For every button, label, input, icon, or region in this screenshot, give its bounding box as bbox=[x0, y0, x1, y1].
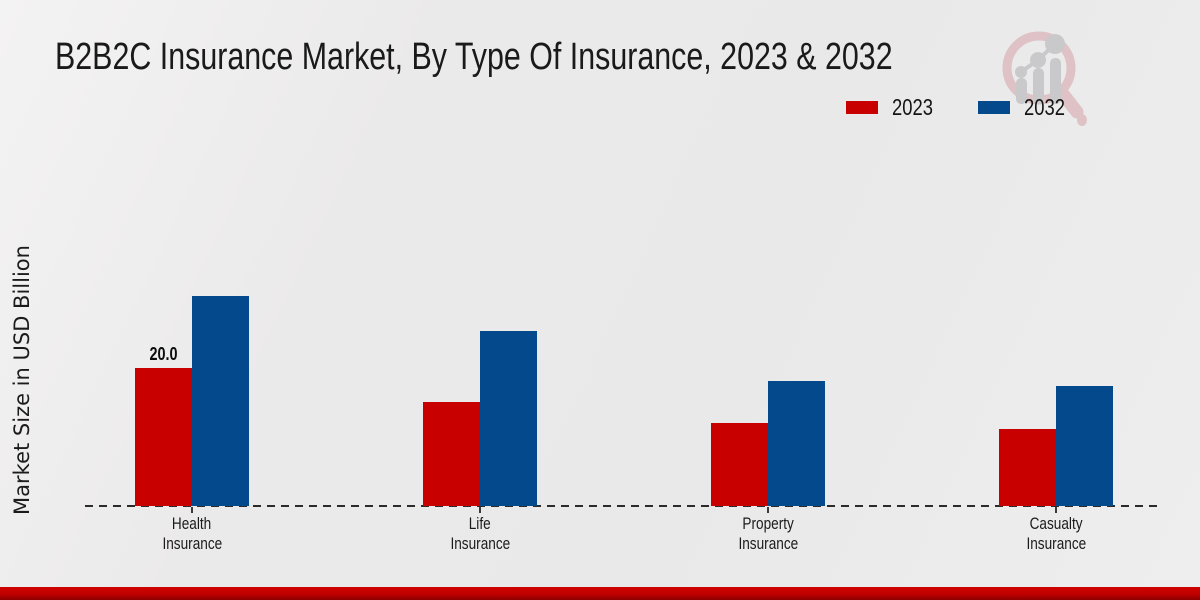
legend: 2023 2032 bbox=[845, 94, 1075, 121]
bar-2032-casualty-insurance bbox=[1056, 386, 1113, 506]
x-tick-health-insurance bbox=[191, 507, 193, 513]
legend-swatch-2032-icon bbox=[977, 100, 1012, 115]
x-tick-property-insurance bbox=[767, 507, 769, 513]
legend-label-2032: 2032 bbox=[1024, 94, 1066, 120]
magnifier-handle bbox=[1056, 87, 1084, 119]
legend-swatch-2023-icon bbox=[845, 100, 879, 115]
logo-bar-3 bbox=[1050, 58, 1061, 104]
logo-dot-2 bbox=[1030, 52, 1046, 68]
magnifier-growth-chart-logo-icon bbox=[1002, 31, 1087, 126]
logo-bar-2 bbox=[1033, 68, 1044, 104]
legend-item-2023: 2023 bbox=[845, 94, 943, 121]
legend-label-2023: 2023 bbox=[892, 94, 933, 120]
x-tick-casualty-insurance bbox=[1055, 507, 1057, 513]
logo-bar-1 bbox=[1016, 78, 1027, 104]
category-label-life-insurance: Life Insurance bbox=[450, 514, 510, 553]
chart-title-text: B2B2C Insurance Market, By Type Of Insur… bbox=[55, 36, 893, 78]
legend-item-2032: 2032 bbox=[977, 94, 1075, 121]
bar-2023-casualty-insurance bbox=[999, 429, 1056, 506]
magnifier-handle-tip bbox=[1077, 114, 1087, 126]
category-label-health-insurance: Health Insurance bbox=[162, 514, 222, 553]
bar-2023-life-insurance bbox=[423, 402, 480, 506]
x-tick-life-insurance bbox=[479, 507, 481, 513]
category-label-property-insurance: Property Insurance bbox=[738, 514, 798, 553]
bar-2032-health-insurance bbox=[192, 296, 249, 506]
bar-2032-property-insurance bbox=[768, 381, 825, 506]
chart-title: B2B2C Insurance Market, By Type Of Insur… bbox=[55, 36, 1102, 79]
category-label-casualty-insurance: Casualty Insurance bbox=[1026, 514, 1086, 553]
logo-dot-3 bbox=[1045, 34, 1065, 54]
bar-2023-property-insurance bbox=[711, 423, 768, 506]
logo-dot-1 bbox=[1015, 66, 1027, 78]
bar-value-label-2023-health-insurance: 20.0 bbox=[149, 344, 178, 364]
footer-accent-bar bbox=[0, 587, 1200, 600]
bar-2032-life-insurance bbox=[480, 331, 537, 506]
x-axis-baseline bbox=[85, 505, 1163, 507]
bar-2023-health-insurance bbox=[135, 368, 192, 506]
